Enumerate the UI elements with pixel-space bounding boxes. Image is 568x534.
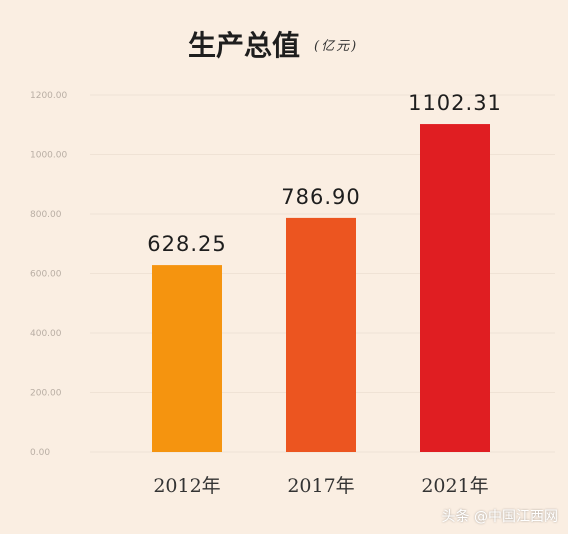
y-axis: 0.00 200.00 400.00 600.00 800.00 1000.00 1200.… xyxy=(30,91,67,458)
bar-1 xyxy=(152,265,222,452)
y-tick-label: 1000.00 xyxy=(30,151,67,161)
data-labels: 628.25 786.90 1102.31 xyxy=(147,91,502,256)
y-tick-label: 1200.00 xyxy=(30,91,67,101)
bar-3 xyxy=(420,124,490,452)
bars xyxy=(152,124,490,452)
x-axis-labels: 2012年 2017年 2021年 xyxy=(153,475,488,497)
chart-title: 生产总值 xyxy=(188,29,300,62)
x-tick-label: 2017年 xyxy=(287,475,354,497)
y-tick-label: 600.00 xyxy=(30,270,62,280)
watermark: 头条 @中国江西网 xyxy=(441,509,558,525)
y-tick-label: 400.00 xyxy=(30,329,62,339)
data-label: 786.90 xyxy=(281,185,360,209)
y-tick-label: 0.00 xyxy=(30,448,50,458)
x-tick-label: 2021年 xyxy=(421,475,488,497)
x-tick-label: 2012年 xyxy=(153,475,220,497)
bar-2 xyxy=(286,217,356,452)
chart-unit: (亿元) xyxy=(314,39,358,54)
data-label: 628.25 xyxy=(147,232,226,256)
data-label: 1102.31 xyxy=(408,91,502,115)
y-tick-label: 200.00 xyxy=(30,389,62,399)
y-tick-label: 800.00 xyxy=(30,210,62,220)
